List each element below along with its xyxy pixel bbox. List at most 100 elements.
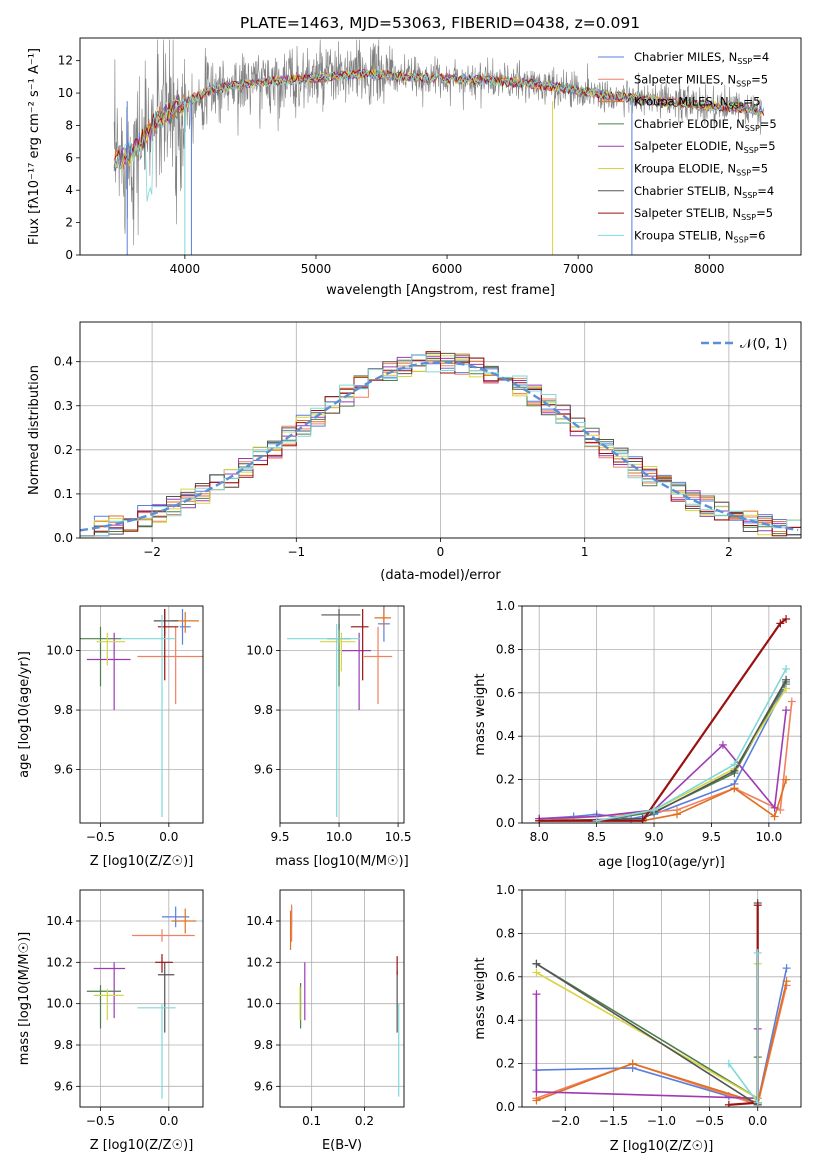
mass_vs_z-xtick-label: 0.0	[159, 1114, 178, 1128]
mass-z-xlabel: Z [log10(Z/Z☉)]	[90, 1138, 194, 1153]
age-z-ylabel: age [log10(age/yr)]	[17, 651, 32, 778]
spectrum-axes: 4000 5000 6000 7000 8000 0 2 4 6 8 10 12 wavelength …	[27, 37, 802, 298]
massweight_vs_age-xtick-label: 8.0	[530, 830, 549, 844]
age_vs_z-xtick-label: −0.5	[86, 830, 115, 844]
figure-title: PLATE=1463, MJD=53063, FIBERID=0438, z=0…	[240, 14, 640, 32]
massweight_vs_z-ytick-label: 0.2	[496, 1057, 515, 1071]
massweight_vs_age-axes: 8.0 8.5 9.0 9.5 10.0 0.0 0.2 0.4 0.6 0.8 1.0 age [l…	[473, 599, 802, 870]
mass_vs_z-ytick-label: 9.8	[54, 1038, 73, 1052]
mass_vs_z-ytick-label: 10.2	[46, 955, 73, 969]
spectrum-xtick-label: 5000	[301, 262, 332, 276]
residuals-xtick-label: 1	[581, 545, 589, 559]
massweight_vs_age-xtick-label: 9.5	[702, 830, 721, 844]
age-mass-xlabel: mass [log10(M/M☉)]	[275, 854, 408, 869]
massweight_vs_z-series	[536, 980, 788, 1104]
mass_vs_ebv-ytick-label: 9.6	[254, 1079, 273, 1093]
residuals-axes: −2 −1 0 1 2 0.0 0.1 0.2 0.3 0.4 𝒩(0, 1) (data-model…	[27, 321, 802, 583]
massweight_vs_age-ytick-label: 0.8	[496, 642, 515, 656]
residuals-ylabel: Normed distribution	[27, 365, 42, 495]
massweight_vs_z-xtick-label: −1.0	[647, 1114, 676, 1128]
residuals-ytick-label: 0.0	[54, 531, 73, 545]
residuals-frame	[79, 321, 802, 539]
age_vs_z-ytick-label: 9.6	[54, 762, 73, 776]
massweight_vs_age-ylabel: mass weight	[473, 673, 488, 755]
age_vs_mass-ytick-label: 10.0	[246, 644, 273, 658]
massweight_vs_age-ytick-label: 0.4	[496, 729, 515, 743]
mass_vs_ebv-ytick-label: 10.4	[246, 914, 273, 928]
residuals-xtick-label: 2	[725, 545, 733, 559]
mass-ebv-xlabel: E(B-V)	[322, 1138, 362, 1153]
mass_vs_ebv-ytick-label: 9.8	[254, 1038, 273, 1052]
spectrum-ytick-label: 8	[65, 118, 73, 132]
age_vs_z-ytick-label: 10.0	[46, 644, 73, 658]
mass_vs_z-ytick-label: 9.6	[54, 1079, 73, 1093]
massweight_vs_z-axes: −2.0 −1.5 −1.0 −0.5 0.0 0.0 0.2 0.4 0.6 0.8 1.0 Z […	[473, 883, 802, 1154]
spectrum-plot-area	[113, 39, 765, 255]
mass_vs_ebv-background	[280, 890, 404, 1107]
massweight_vs_z-plot-area	[522, 890, 801, 1107]
legend-label: 𝒩(0, 1)	[740, 337, 787, 352]
mass-z-ylabel: mass [log10(M/M☉)]	[17, 932, 32, 1065]
mass_vs_ebv-xtick-label: 0.1	[302, 1114, 321, 1128]
spectrum-ytick-label: 6	[65, 151, 73, 165]
spectrum-xtick-label: 7000	[563, 262, 594, 276]
massweight_vs_z-ytick-label: 1.0	[496, 883, 515, 897]
age_vs_z-frame	[79, 605, 204, 824]
massweight_vs_age-background	[522, 606, 801, 823]
spectrum-ytick-label: 4	[65, 183, 73, 197]
mass_vs_z-ytick-label: 10.4	[46, 914, 73, 928]
massweight_vs_age-ytick-label: 0.0	[496, 816, 515, 830]
spectrum-ytick-label: 10	[58, 86, 73, 100]
massweight_vs_age-ytick-label: 1.0	[496, 599, 515, 613]
massweight_vs_z-ytick-label: 0.4	[496, 1013, 515, 1027]
residuals-ytick-label: 0.2	[54, 443, 73, 457]
mass_vs_ebv-axes: 0.1 0.2 9.6 9.8 10.0 10.2 10.4 E(B-V)	[246, 889, 405, 1153]
legend-label: Chabrier MILES, NSSP=4	[634, 50, 769, 66]
spectrum-ylabel: Flux [fλ10⁻¹⁷ erg cm⁻² s⁻¹ A⁻¹]	[27, 48, 42, 245]
age_vs_z-ytick-label: 9.8	[54, 703, 73, 717]
age_vs_mass-ytick-label: 9.6	[254, 762, 273, 776]
age_vs_z-plot-area	[80, 606, 203, 823]
spectrum-model-line	[113, 69, 765, 202]
massweight_vs_age-ytick-label: 0.6	[496, 686, 515, 700]
legend-label: Kroupa ELODIE, NSSP=5	[634, 162, 768, 178]
legend-label: Kroupa STELIB, NSSP=6	[634, 228, 765, 244]
spectrum-frame	[79, 37, 802, 256]
massweight_vs_z-ytick-label: 0.6	[496, 970, 515, 984]
residuals-xtick-label: −2	[143, 545, 161, 559]
mass_vs_ebv-plot-area	[280, 890, 404, 1107]
spectrum-xtick-label: 8000	[694, 262, 725, 276]
residuals-ytick-label: 0.1	[54, 487, 73, 501]
mass_vs_ebv-ytick-label: 10.2	[246, 955, 273, 969]
age_vs_z-axes: −0.5 0.0 9.6 9.8 10.0 Z [log10(Z/Z☉)] age [log…	[17, 605, 204, 869]
age-z-xlabel: Z [log10(Z/Z☉)]	[90, 854, 194, 869]
legend-label: Chabrier ELODIE, NSSP=5	[634, 117, 777, 133]
mass_vs_ebv-frame	[279, 889, 405, 1108]
massweight_vs_age-series	[596, 668, 787, 822]
massweight_vs_age-series	[539, 618, 787, 822]
mass_vs_z-background	[80, 890, 203, 1107]
massweight_vs_z-xtick-label: −0.5	[695, 1114, 724, 1128]
massweight_vs_z-ytick-label: 0.0	[496, 1100, 515, 1114]
residuals-xtick-label: −1	[287, 545, 305, 559]
mass_vs_z-frame	[79, 889, 204, 1108]
spectrum-xtick-label: 4000	[170, 262, 201, 276]
massweight_vs_age-ytick-label: 0.2	[496, 773, 515, 787]
legend-label: Salpeter STELIB, NSSP=5	[634, 206, 773, 222]
age_vs_mass-xtick-label: 10.0	[326, 830, 353, 844]
mass_vs_ebv-ytick-label: 10.0	[246, 997, 273, 1011]
age_vs_mass-frame	[279, 605, 405, 824]
spectrum-xtick-label: 6000	[432, 262, 463, 276]
legend-label: Salpeter ELODIE, NSSP=5	[634, 139, 776, 155]
residuals-xtick-label: 0	[437, 545, 445, 559]
mass_vs_z-plot-area	[80, 890, 203, 1107]
residuals-ytick-label: 0.3	[54, 399, 73, 413]
massweight_vs_z-xtick-label: −2.0	[551, 1114, 580, 1128]
age_vs_mass-xtick-label: 9.5	[270, 830, 289, 844]
massweight_vs_z-ylabel: mass weight	[473, 957, 488, 1039]
mass_vs_z-ytick-label: 10.0	[46, 997, 73, 1011]
spectrum-xlabel: wavelength [Angstrom, rest frame]	[326, 283, 555, 298]
age_vs_mass-ytick-label: 9.8	[254, 703, 273, 717]
age_vs_mass-plot-area	[280, 606, 404, 823]
